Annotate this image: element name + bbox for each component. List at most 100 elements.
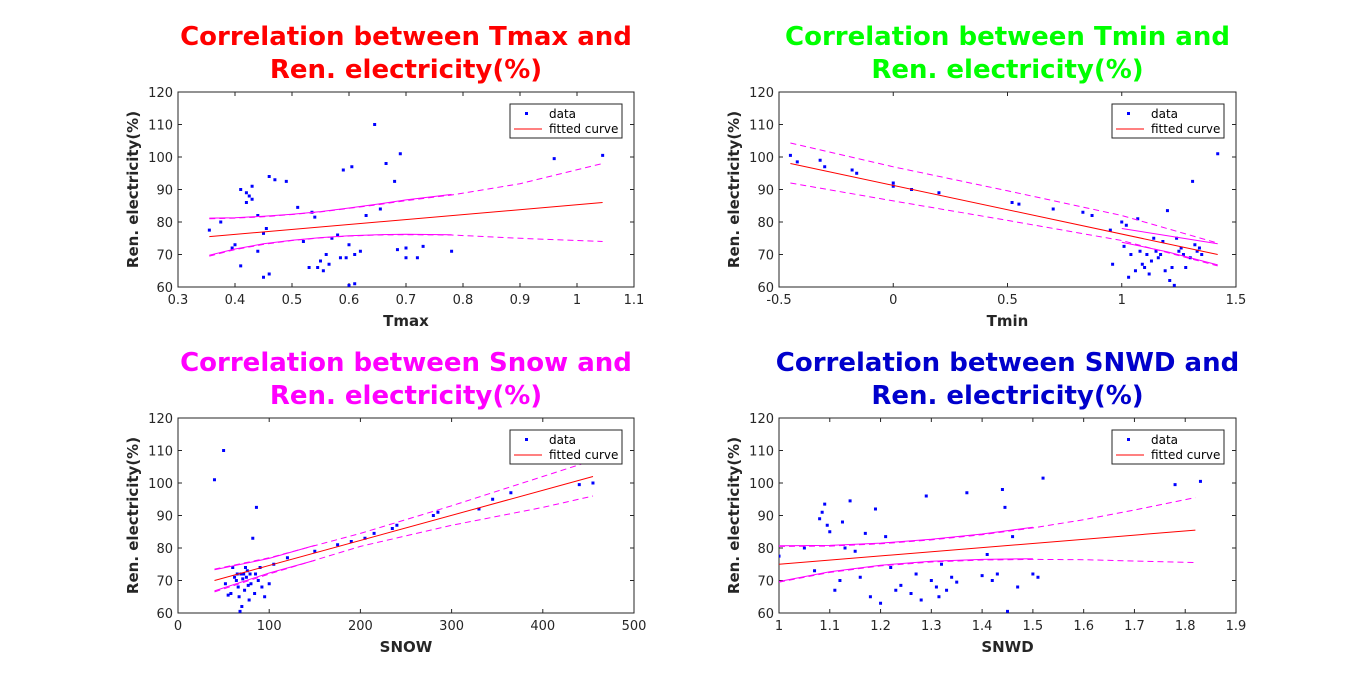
data-point bbox=[284, 179, 288, 183]
y-axis-label: Ren. electricity(%) bbox=[725, 111, 743, 268]
data-point bbox=[1161, 240, 1165, 243]
data-point bbox=[1143, 266, 1147, 269]
data-point bbox=[260, 585, 264, 589]
data-point bbox=[909, 592, 913, 595]
data-point bbox=[231, 566, 235, 569]
data-point bbox=[1111, 262, 1115, 266]
y-tick-label: 70 bbox=[757, 249, 774, 264]
y-tick-label: 70 bbox=[757, 575, 774, 590]
x-tick-label: 1.5 bbox=[1226, 293, 1247, 308]
y-tick-label: 100 bbox=[749, 151, 774, 166]
data-point bbox=[1216, 152, 1220, 156]
data-point bbox=[341, 168, 345, 172]
chart-title-line: Ren. electricity(%) bbox=[871, 55, 1143, 85]
data-point bbox=[509, 491, 513, 495]
legend-marker-data bbox=[1127, 438, 1130, 441]
y-tick-label: 80 bbox=[156, 216, 173, 231]
y-tick-label: 110 bbox=[749, 445, 774, 460]
data-point bbox=[267, 272, 271, 276]
data-point bbox=[843, 546, 847, 550]
data-point bbox=[937, 191, 941, 195]
data-point bbox=[421, 244, 425, 248]
data-point bbox=[858, 575, 862, 579]
data-point bbox=[243, 588, 247, 592]
x-tick-label: 1.1 bbox=[819, 619, 840, 634]
data-point bbox=[1129, 253, 1133, 256]
data-point bbox=[1120, 220, 1124, 224]
data-point bbox=[868, 595, 872, 599]
data-point bbox=[1193, 243, 1197, 247]
data-point bbox=[891, 184, 895, 188]
data-point bbox=[1051, 207, 1055, 211]
data-point bbox=[1179, 246, 1183, 250]
data-point bbox=[1081, 210, 1085, 214]
chart-title-line: Ren. electricity(%) bbox=[270, 381, 542, 411]
data-point bbox=[241, 577, 245, 581]
data-point bbox=[239, 264, 243, 268]
x-tick-label: 1.3 bbox=[921, 619, 942, 634]
data-point bbox=[378, 207, 382, 211]
data-point bbox=[233, 575, 237, 579]
data-point bbox=[894, 588, 898, 592]
data-point bbox=[344, 256, 348, 260]
y-tick-label: 60 bbox=[757, 607, 774, 622]
data-point bbox=[1138, 249, 1142, 253]
data-point bbox=[364, 214, 368, 217]
data-point bbox=[285, 556, 289, 560]
data-point bbox=[450, 249, 454, 253]
x-tick-label: 0.6 bbox=[339, 293, 360, 308]
data-point bbox=[914, 572, 918, 576]
data-point bbox=[1036, 575, 1040, 579]
x-tick-label: 1.9 bbox=[1226, 619, 1247, 634]
upper-bound-line bbox=[209, 193, 452, 219]
data-point bbox=[253, 592, 257, 595]
data-point bbox=[223, 582, 227, 586]
data-point bbox=[395, 248, 399, 252]
data-point bbox=[823, 165, 827, 169]
chart-title-line: Correlation between Tmax and bbox=[180, 22, 632, 52]
data-point bbox=[855, 171, 859, 175]
upper-bound-line bbox=[790, 142, 1218, 244]
data-point bbox=[263, 595, 267, 599]
data-point bbox=[256, 249, 260, 253]
y-tick-label: 110 bbox=[148, 445, 173, 460]
data-point bbox=[244, 201, 248, 204]
series-layer bbox=[788, 142, 1220, 287]
y-tick-label: 90 bbox=[757, 510, 774, 525]
x-tick-label: 1.8 bbox=[1175, 619, 1196, 634]
data-point bbox=[230, 246, 234, 250]
data-point bbox=[1090, 214, 1094, 217]
y-tick-label: 110 bbox=[749, 119, 774, 134]
data-point bbox=[219, 220, 223, 224]
data-point bbox=[398, 152, 402, 156]
y-tick-label: 120 bbox=[749, 412, 774, 427]
y-tick-label: 100 bbox=[148, 477, 173, 492]
data-point bbox=[788, 153, 792, 157]
legend-box bbox=[1111, 429, 1225, 465]
data-point bbox=[349, 540, 353, 543]
data-point bbox=[239, 572, 243, 576]
upper-bound-line bbox=[1121, 228, 1218, 245]
data-point bbox=[884, 535, 888, 539]
data-point bbox=[919, 598, 923, 602]
y-axis-label: Ren. electricity(%) bbox=[124, 437, 142, 594]
x-tick-label: 0.5 bbox=[282, 293, 303, 308]
data-point bbox=[879, 601, 883, 605]
data-point bbox=[207, 228, 211, 232]
data-point bbox=[233, 243, 237, 247]
legend-box bbox=[509, 429, 623, 465]
y-tick-label: 60 bbox=[156, 281, 173, 296]
y-tick-label: 90 bbox=[757, 184, 774, 199]
lower-bound-line bbox=[779, 558, 1196, 583]
data-point bbox=[353, 282, 357, 286]
data-point bbox=[313, 215, 317, 219]
x-tick-label: 0.4 bbox=[225, 293, 246, 308]
data-point bbox=[239, 188, 243, 191]
data-point bbox=[1031, 572, 1035, 576]
data-point bbox=[262, 275, 265, 279]
data-point bbox=[1197, 246, 1201, 250]
y-tick-label: 120 bbox=[749, 86, 774, 101]
